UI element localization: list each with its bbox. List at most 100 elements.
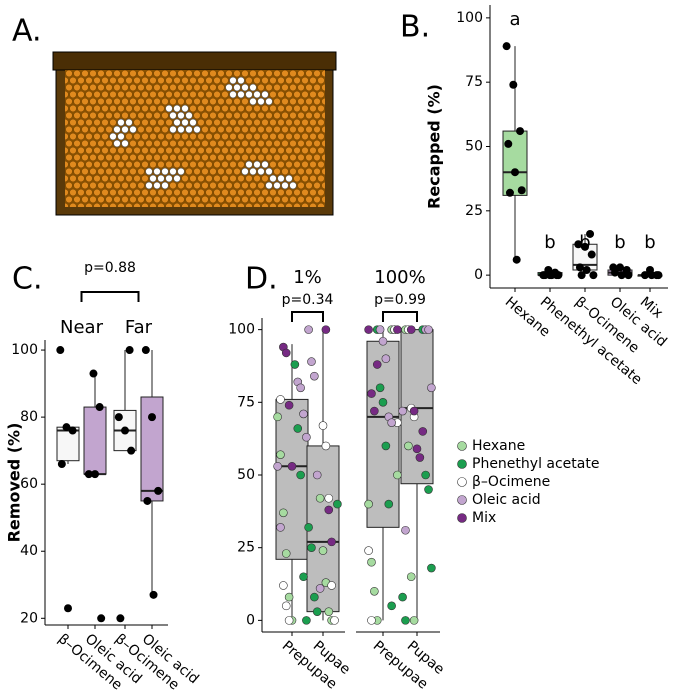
capped-cell — [145, 167, 153, 176]
point — [284, 400, 294, 410]
group-letter: b — [644, 232, 655, 253]
point — [575, 263, 584, 272]
point — [516, 127, 525, 136]
point — [95, 403, 104, 412]
y-tick-label: 100 — [11, 342, 38, 358]
legend-swatch — [457, 477, 467, 487]
panel-label: A. — [12, 14, 42, 49]
group-letter: a — [509, 9, 520, 30]
y-axis-label: Recapped (%) — [425, 84, 444, 209]
group-letter: b — [579, 232, 590, 253]
point — [418, 427, 428, 436]
point — [647, 271, 656, 280]
capped-cell — [181, 118, 189, 127]
point — [375, 325, 385, 334]
point — [624, 271, 633, 280]
capped-cell — [249, 83, 257, 92]
point — [127, 446, 136, 455]
p-value: p=0.88 — [84, 260, 136, 276]
box — [140, 396, 164, 502]
point — [387, 601, 396, 611]
point — [505, 188, 514, 197]
point — [370, 406, 379, 416]
y-tick-label: 25 — [465, 203, 483, 219]
point — [97, 614, 106, 623]
point — [302, 432, 311, 442]
point — [114, 413, 123, 422]
capped-cell — [289, 181, 297, 190]
point — [307, 543, 316, 552]
point — [364, 499, 373, 509]
panel-label: B. — [400, 10, 430, 45]
point — [581, 242, 589, 251]
capped-cell — [153, 167, 161, 176]
point — [125, 346, 134, 355]
comb-frame — [52, 51, 337, 216]
capped-cell — [185, 111, 193, 120]
point — [321, 325, 331, 334]
capped-cell — [117, 118, 125, 127]
point — [409, 406, 419, 416]
point — [509, 80, 518, 89]
capped-cell — [229, 76, 237, 85]
point — [91, 470, 99, 479]
point — [577, 271, 586, 280]
p-value: p=0.34 — [282, 292, 334, 308]
group-label: 1% — [293, 267, 322, 288]
capped-cell — [109, 132, 117, 141]
capped-cell — [265, 181, 273, 190]
point — [387, 418, 396, 427]
point — [68, 426, 77, 435]
capped-cell — [169, 167, 177, 176]
capped-cell — [161, 167, 169, 176]
capped-cell — [253, 90, 261, 99]
box — [83, 406, 107, 475]
legend-label: Mix — [472, 510, 496, 526]
point — [378, 398, 388, 407]
point — [302, 616, 311, 625]
box — [366, 340, 400, 528]
point — [401, 616, 410, 625]
point — [307, 357, 316, 366]
point — [273, 412, 282, 422]
point — [62, 423, 71, 432]
point — [89, 369, 98, 378]
point — [281, 601, 291, 611]
point — [273, 461, 282, 471]
y-tick-label: 0 — [474, 267, 483, 283]
capped-cell — [177, 125, 185, 134]
capped-cell — [249, 167, 257, 176]
point — [315, 493, 325, 503]
y-tick-label: 20 — [20, 610, 38, 626]
point — [424, 325, 433, 334]
group-letter: b — [544, 232, 555, 253]
y-tick-label: 0 — [246, 612, 255, 628]
point — [84, 470, 93, 479]
point — [330, 616, 339, 625]
point — [276, 523, 285, 532]
capped-cell — [249, 97, 257, 106]
point — [616, 263, 624, 272]
point — [654, 271, 663, 280]
group-label: Far — [125, 317, 153, 338]
capped-cell — [121, 125, 129, 134]
point — [372, 360, 382, 369]
capped-cell — [237, 90, 245, 99]
capped-cell — [113, 125, 121, 134]
capped-cell — [153, 181, 161, 190]
capped-cell — [177, 111, 185, 120]
point — [318, 421, 328, 430]
point — [141, 346, 150, 355]
point — [367, 557, 376, 567]
bracket — [382, 311, 418, 322]
capped-cell — [257, 97, 265, 106]
point — [324, 493, 334, 503]
legend-swatch — [457, 441, 467, 451]
point — [287, 461, 297, 471]
point — [299, 572, 308, 582]
point — [315, 584, 325, 593]
capped-cell — [245, 160, 253, 169]
point — [64, 604, 72, 613]
capped-cell — [261, 90, 269, 99]
